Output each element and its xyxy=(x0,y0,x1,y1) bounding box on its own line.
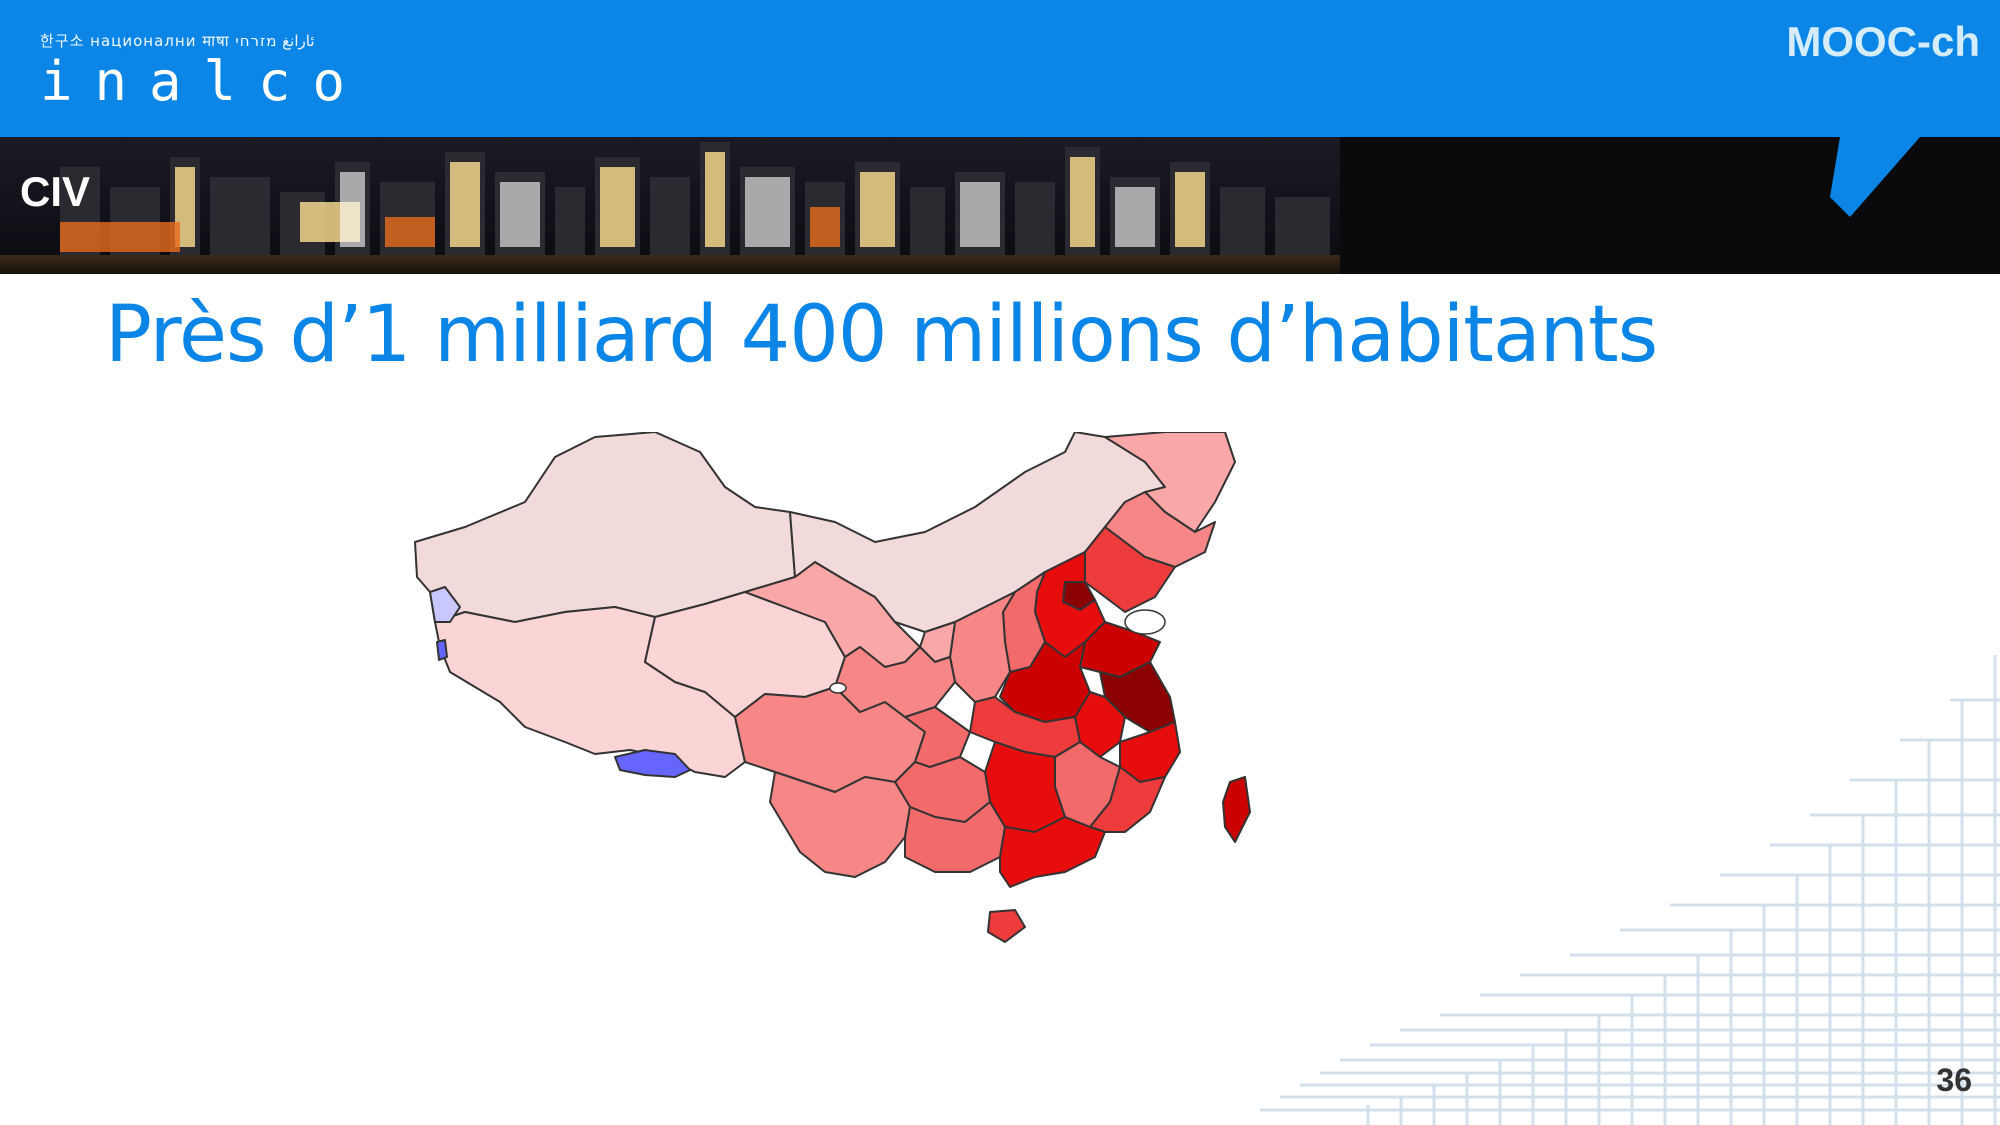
section-label: CIV xyxy=(20,168,91,215)
logo-name: inalco xyxy=(40,50,368,113)
slide-title: Près d’1 milliard 400 millions d’habitan… xyxy=(105,290,1658,380)
header-bar xyxy=(0,0,2000,137)
region-taiwan xyxy=(1222,776,1251,843)
region-aksai-chin xyxy=(429,586,461,623)
inalco-logo: 한구소 национални माषा ئارانغ מזרחי inalco xyxy=(40,30,367,111)
region-arunachal xyxy=(614,749,691,778)
region-hainan xyxy=(987,909,1026,943)
region-small-disputed xyxy=(436,639,448,661)
region-yunnan xyxy=(769,771,911,878)
skyline-banner xyxy=(0,137,2000,274)
brand-label: MOOC-ch xyxy=(1786,18,1980,65)
page-number: 36 xyxy=(1936,1062,1972,1098)
skyline-image xyxy=(0,137,1920,274)
bohai-sea xyxy=(1124,609,1166,635)
region-tibet xyxy=(434,606,746,778)
grid-decoration xyxy=(1260,655,2000,1125)
region-guangdong xyxy=(999,816,1106,888)
china-population-map xyxy=(414,432,1251,943)
lake-qinghai xyxy=(829,682,847,694)
logo-languages: 한구소 национални माषा ئارانغ מזרחי xyxy=(40,32,315,50)
